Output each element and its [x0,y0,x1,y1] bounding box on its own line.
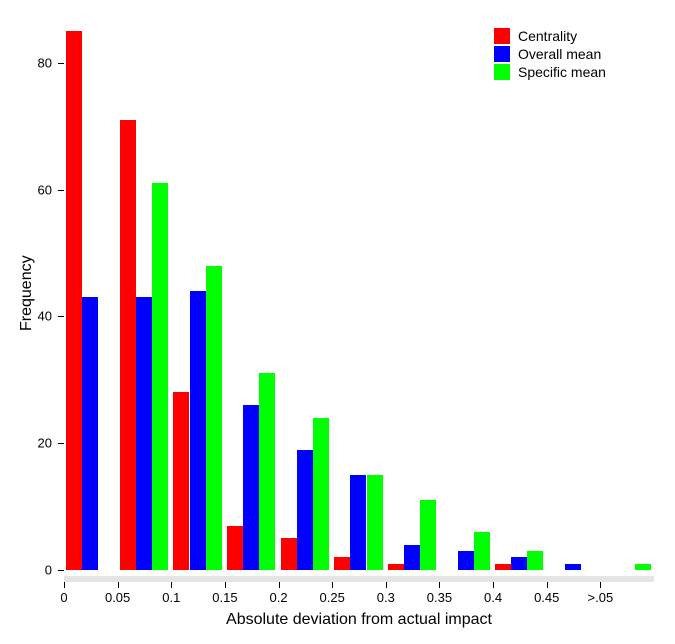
chart-container: 020406080 Frequency 00.050.10.150.20.250… [0,0,675,644]
x-axis-title: Absolute deviation from actual impact [64,611,654,629]
bar-overall_mean [190,291,206,570]
legend-item-overall_mean: Overall mean [494,46,606,62]
legend-swatch [494,46,510,62]
legend: Centrality Overall mean Specific mean [494,28,606,82]
x-tick-label: 0.2 [269,590,287,605]
y-tick-label: 0 [12,563,52,578]
x-tick-label: 0.4 [484,590,502,605]
bar-specific_mean [206,266,222,570]
y-tick-label: 60 [12,182,52,197]
x-tick-mark [279,582,280,588]
bar-specific_mean [527,551,543,570]
x-tick-mark [386,582,387,588]
x-tick-label: 0.3 [377,590,395,605]
bar-specific_mean [313,418,329,570]
bar-overall_mean [565,564,581,570]
x-tick-mark [225,582,226,588]
bar-overall_mean [82,297,98,570]
bar-overall_mean [511,557,527,570]
x-tick-label: 0.45 [534,590,559,605]
bars-layer [64,12,654,570]
bar-centrality [388,564,404,570]
y-tick-label: 20 [12,436,52,451]
x-tick-mark [439,582,440,588]
bar-specific_mean [635,564,651,570]
bar-overall_mean [404,545,420,570]
bar-centrality [120,120,136,570]
legend-label: Specific mean [518,64,606,80]
bar-specific_mean [420,500,436,570]
legend-swatch [494,64,510,80]
x-tick-mark [600,582,601,588]
x-tick-mark [64,582,65,588]
bar-overall_mean [243,405,259,570]
legend-label: Centrality [518,28,577,44]
bar-specific_mean [152,183,168,570]
bar-overall_mean [297,450,313,570]
bar-centrality [334,557,350,570]
x-tick-mark [547,582,548,588]
x-tick-mark [493,582,494,588]
bar-centrality [227,526,243,570]
x-tick-mark [332,582,333,588]
x-tick-label: 0.15 [212,590,237,605]
bar-centrality [66,31,82,570]
x-tick-label: >.05 [588,590,614,605]
x-tick-mark [118,582,119,588]
bar-specific_mean [259,373,275,570]
x-tick-label: 0.1 [162,590,180,605]
bar-centrality [281,538,297,570]
legend-item-specific_mean: Specific mean [494,64,606,80]
bar-specific_mean [474,532,490,570]
y-tick-mark [58,570,64,571]
bar-centrality [495,564,511,570]
x-tick-label: 0.35 [427,590,452,605]
bar-specific_mean [367,475,383,570]
y-tick-label: 80 [12,55,52,70]
y-axis-title: Frequency [18,255,36,331]
bar-overall_mean [350,475,366,570]
bar-overall_mean [136,297,152,570]
x-tick-label: 0 [60,590,67,605]
legend-item-centrality: Centrality [494,28,606,44]
x-axis-track [64,576,654,582]
bar-centrality [173,392,189,570]
legend-swatch [494,28,510,44]
bar-overall_mean [458,551,474,570]
x-tick-label: 0.25 [320,590,345,605]
x-tick-mark [171,582,172,588]
plot-area: 020406080 Frequency 00.050.10.150.20.250… [64,12,654,582]
legend-label: Overall mean [518,46,601,62]
x-tick-label: 0.05 [105,590,130,605]
